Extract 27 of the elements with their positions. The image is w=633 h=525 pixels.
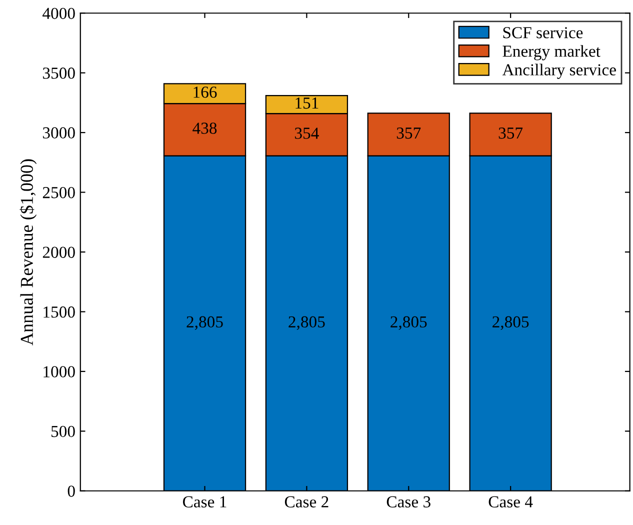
x-tick-label: Case 4: [488, 496, 533, 508]
data-label: 357: [498, 128, 523, 139]
data-label: 354: [294, 128, 319, 139]
y-tick-label: 0: [68, 486, 75, 497]
data-label: 2,805: [186, 316, 223, 330]
data-label: 166: [194, 86, 217, 98]
data-label: 357: [396, 128, 421, 139]
x-tick-label: Case 3: [386, 496, 430, 508]
y-tick-label: 4000: [42, 8, 75, 20]
x-tick-label: Case 1: [182, 496, 226, 508]
legend-label: Energy market: [502, 45, 600, 60]
data-label: 438: [192, 122, 217, 134]
y-tick-label: 3000: [42, 127, 75, 139]
y-tick-label: 2000: [42, 246, 75, 258]
y-tick-label: 2500: [42, 186, 75, 198]
data-label: 151: [296, 98, 318, 109]
x-tick-label: Case 2: [284, 496, 328, 508]
data-label: 2,805: [390, 316, 427, 330]
y-tick-label: 500: [52, 426, 75, 438]
legend-label: Ancillary service: [502, 64, 616, 79]
legend-label: SCF service: [503, 27, 583, 38]
y-tick-label: 3500: [42, 68, 75, 79]
y-tick-label: 1500: [44, 306, 75, 318]
y-tick-label: 1000: [44, 366, 75, 378]
data-label: 2,805: [492, 316, 529, 330]
y-axis-title: Annual Revenue ($1,000): [20, 159, 37, 346]
data-label: 2,805: [288, 316, 325, 330]
